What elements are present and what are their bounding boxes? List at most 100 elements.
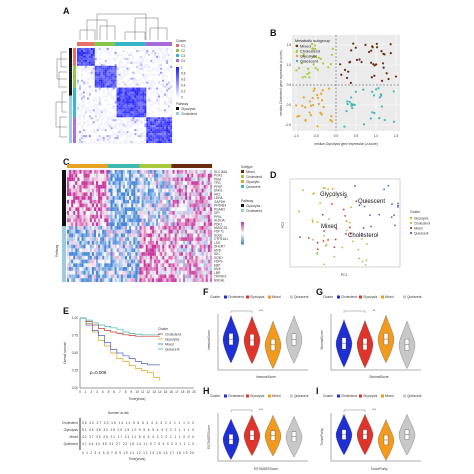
heat-cell xyxy=(71,218,74,223)
heat-cell xyxy=(145,188,148,193)
heat-cell xyxy=(164,259,167,264)
matrix-cell xyxy=(106,65,109,68)
matrix-cell xyxy=(158,101,161,104)
heat-cell xyxy=(187,173,190,178)
matrix-cell xyxy=(128,117,131,120)
heat-cell xyxy=(199,188,202,193)
cluster-side-segment xyxy=(73,141,76,144)
scatter-point xyxy=(360,60,363,64)
heat-cell xyxy=(172,188,175,193)
heat-cell xyxy=(143,259,146,264)
heat-cell xyxy=(100,274,103,279)
heat-cell xyxy=(112,192,115,197)
heat-cell xyxy=(191,196,194,200)
heat-cell xyxy=(79,259,82,264)
matrix-cell xyxy=(118,73,121,76)
matrix-cell xyxy=(106,75,109,78)
heat-cell xyxy=(203,270,206,275)
cluster-segment xyxy=(115,42,146,46)
matrix-cell xyxy=(98,49,101,53)
legend-swatch-subgroup xyxy=(295,44,299,48)
legend-swatch-pathway-c xyxy=(241,204,244,207)
matrix-cell xyxy=(106,91,109,94)
heat-cell xyxy=(172,270,175,275)
heat-cell xyxy=(178,267,181,271)
heat-cell xyxy=(112,170,115,174)
heat-cell xyxy=(193,226,196,230)
heat-cell xyxy=(122,192,126,197)
matrix-cell xyxy=(84,121,87,124)
matrix-cell xyxy=(154,101,157,104)
heat-cell xyxy=(114,222,117,227)
legend-label-pca: Cholesterol xyxy=(414,222,430,226)
heat-cell xyxy=(118,278,121,283)
heat-cell xyxy=(174,255,177,260)
heat-cell xyxy=(71,252,74,256)
scatter-point xyxy=(321,89,324,92)
heat-cell xyxy=(168,218,171,223)
matrix-cell xyxy=(102,113,105,116)
heat-cell xyxy=(67,199,70,204)
matrix-cell xyxy=(120,97,123,100)
matrix-cell xyxy=(146,97,149,100)
heat-cell xyxy=(195,237,198,241)
heat-cell xyxy=(145,278,148,283)
heat-cell xyxy=(162,259,165,264)
matrix-cell xyxy=(90,119,93,122)
heat-cell xyxy=(106,177,109,182)
heat-cell xyxy=(141,188,144,193)
heat-cell xyxy=(183,233,186,238)
heat-cell xyxy=(185,188,188,193)
heat-cell xyxy=(73,199,76,204)
legend-label-violin: Glycolysis xyxy=(363,394,378,398)
matrix-cell xyxy=(80,69,83,72)
matrix-cell xyxy=(110,48,113,51)
matrix-cell xyxy=(134,101,137,104)
scatter-point xyxy=(350,49,353,52)
cluster-side-segment xyxy=(73,93,76,96)
heat-cell xyxy=(118,263,121,268)
heat-cell xyxy=(201,196,204,200)
matrix-cell xyxy=(102,129,105,132)
gene-label: LSS xyxy=(214,241,220,245)
matrix-cell xyxy=(130,135,133,138)
heat-cell xyxy=(199,170,202,174)
heat-cell xyxy=(164,270,167,275)
heat-cell xyxy=(83,226,86,230)
heat-cell xyxy=(85,278,88,283)
heat-cell xyxy=(131,270,134,275)
matrix-cell xyxy=(156,139,159,142)
heat-cell xyxy=(129,203,132,208)
heat-cell xyxy=(133,244,136,249)
heat-cell xyxy=(91,274,94,279)
heat-cell xyxy=(197,173,200,178)
scatter-point xyxy=(380,50,383,53)
heat-cell xyxy=(96,211,99,215)
matrix-cell xyxy=(114,73,117,76)
matrix-cell xyxy=(78,59,82,62)
pca-point xyxy=(311,220,314,223)
heat-cell xyxy=(170,248,173,253)
heat-cell xyxy=(164,244,167,249)
x-tick-label: 0.0 xyxy=(334,134,339,138)
heat-cell xyxy=(116,203,119,208)
heat-cell xyxy=(77,240,80,245)
matrix-cell xyxy=(92,63,95,66)
matrix-cell xyxy=(86,61,89,64)
gene-label: ALDOA xyxy=(214,219,226,223)
heat-cell xyxy=(118,255,121,260)
heat-cell xyxy=(180,173,184,178)
heat-cell xyxy=(116,240,119,245)
matrix-cell xyxy=(78,121,82,124)
heat-cell xyxy=(158,240,161,245)
heat-cell xyxy=(122,196,126,200)
heat-cell xyxy=(170,214,173,219)
matrix-cell xyxy=(94,91,97,94)
heat-cell xyxy=(139,184,142,189)
heat-cell xyxy=(127,229,130,234)
matrix-cell xyxy=(106,51,109,54)
heat-cell xyxy=(85,270,88,275)
matrix-cell xyxy=(94,49,97,53)
heat-cell xyxy=(162,244,165,249)
heat-cell xyxy=(69,255,72,260)
